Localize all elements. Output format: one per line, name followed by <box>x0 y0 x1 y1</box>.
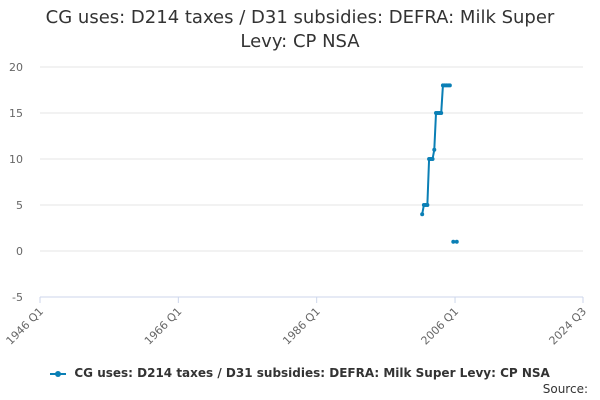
data-point <box>447 83 452 88</box>
data-point <box>425 203 430 207</box>
x-tick-label: 1946 Q1 <box>4 305 47 348</box>
legend-series-label: CG uses: D214 taxes / D31 subsidies: DEF… <box>74 366 550 380</box>
chart-title: CG uses: D214 taxes / D31 subsidies: DEF… <box>45 7 555 52</box>
y-tick-label: -5 <box>12 291 23 304</box>
y-tick-label: 0 <box>16 245 23 258</box>
data-point <box>430 157 435 161</box>
x-tick-label: 2024 Q3 <box>547 305 590 348</box>
legend-series-marker <box>50 369 67 379</box>
data-point <box>439 111 444 115</box>
data-point <box>420 212 425 217</box>
x-tick-label: 1966 Q1 <box>142 305 185 348</box>
source-label: Source: <box>542 382 588 396</box>
y-tick-label: 15 <box>9 107 23 120</box>
y-tick-label: 10 <box>9 153 23 166</box>
data-point <box>451 239 456 244</box>
legend[interactable]: CG uses: D214 taxes / D31 subsidies: DEF… <box>0 366 600 380</box>
y-tick-label: 20 <box>9 61 23 74</box>
data-point <box>454 239 459 244</box>
x-tick-label: 2006 Q1 <box>419 305 462 348</box>
data-point <box>432 147 437 152</box>
y-tick-label: 5 <box>16 199 23 212</box>
x-tick-label: 1986 Q1 <box>280 305 323 348</box>
